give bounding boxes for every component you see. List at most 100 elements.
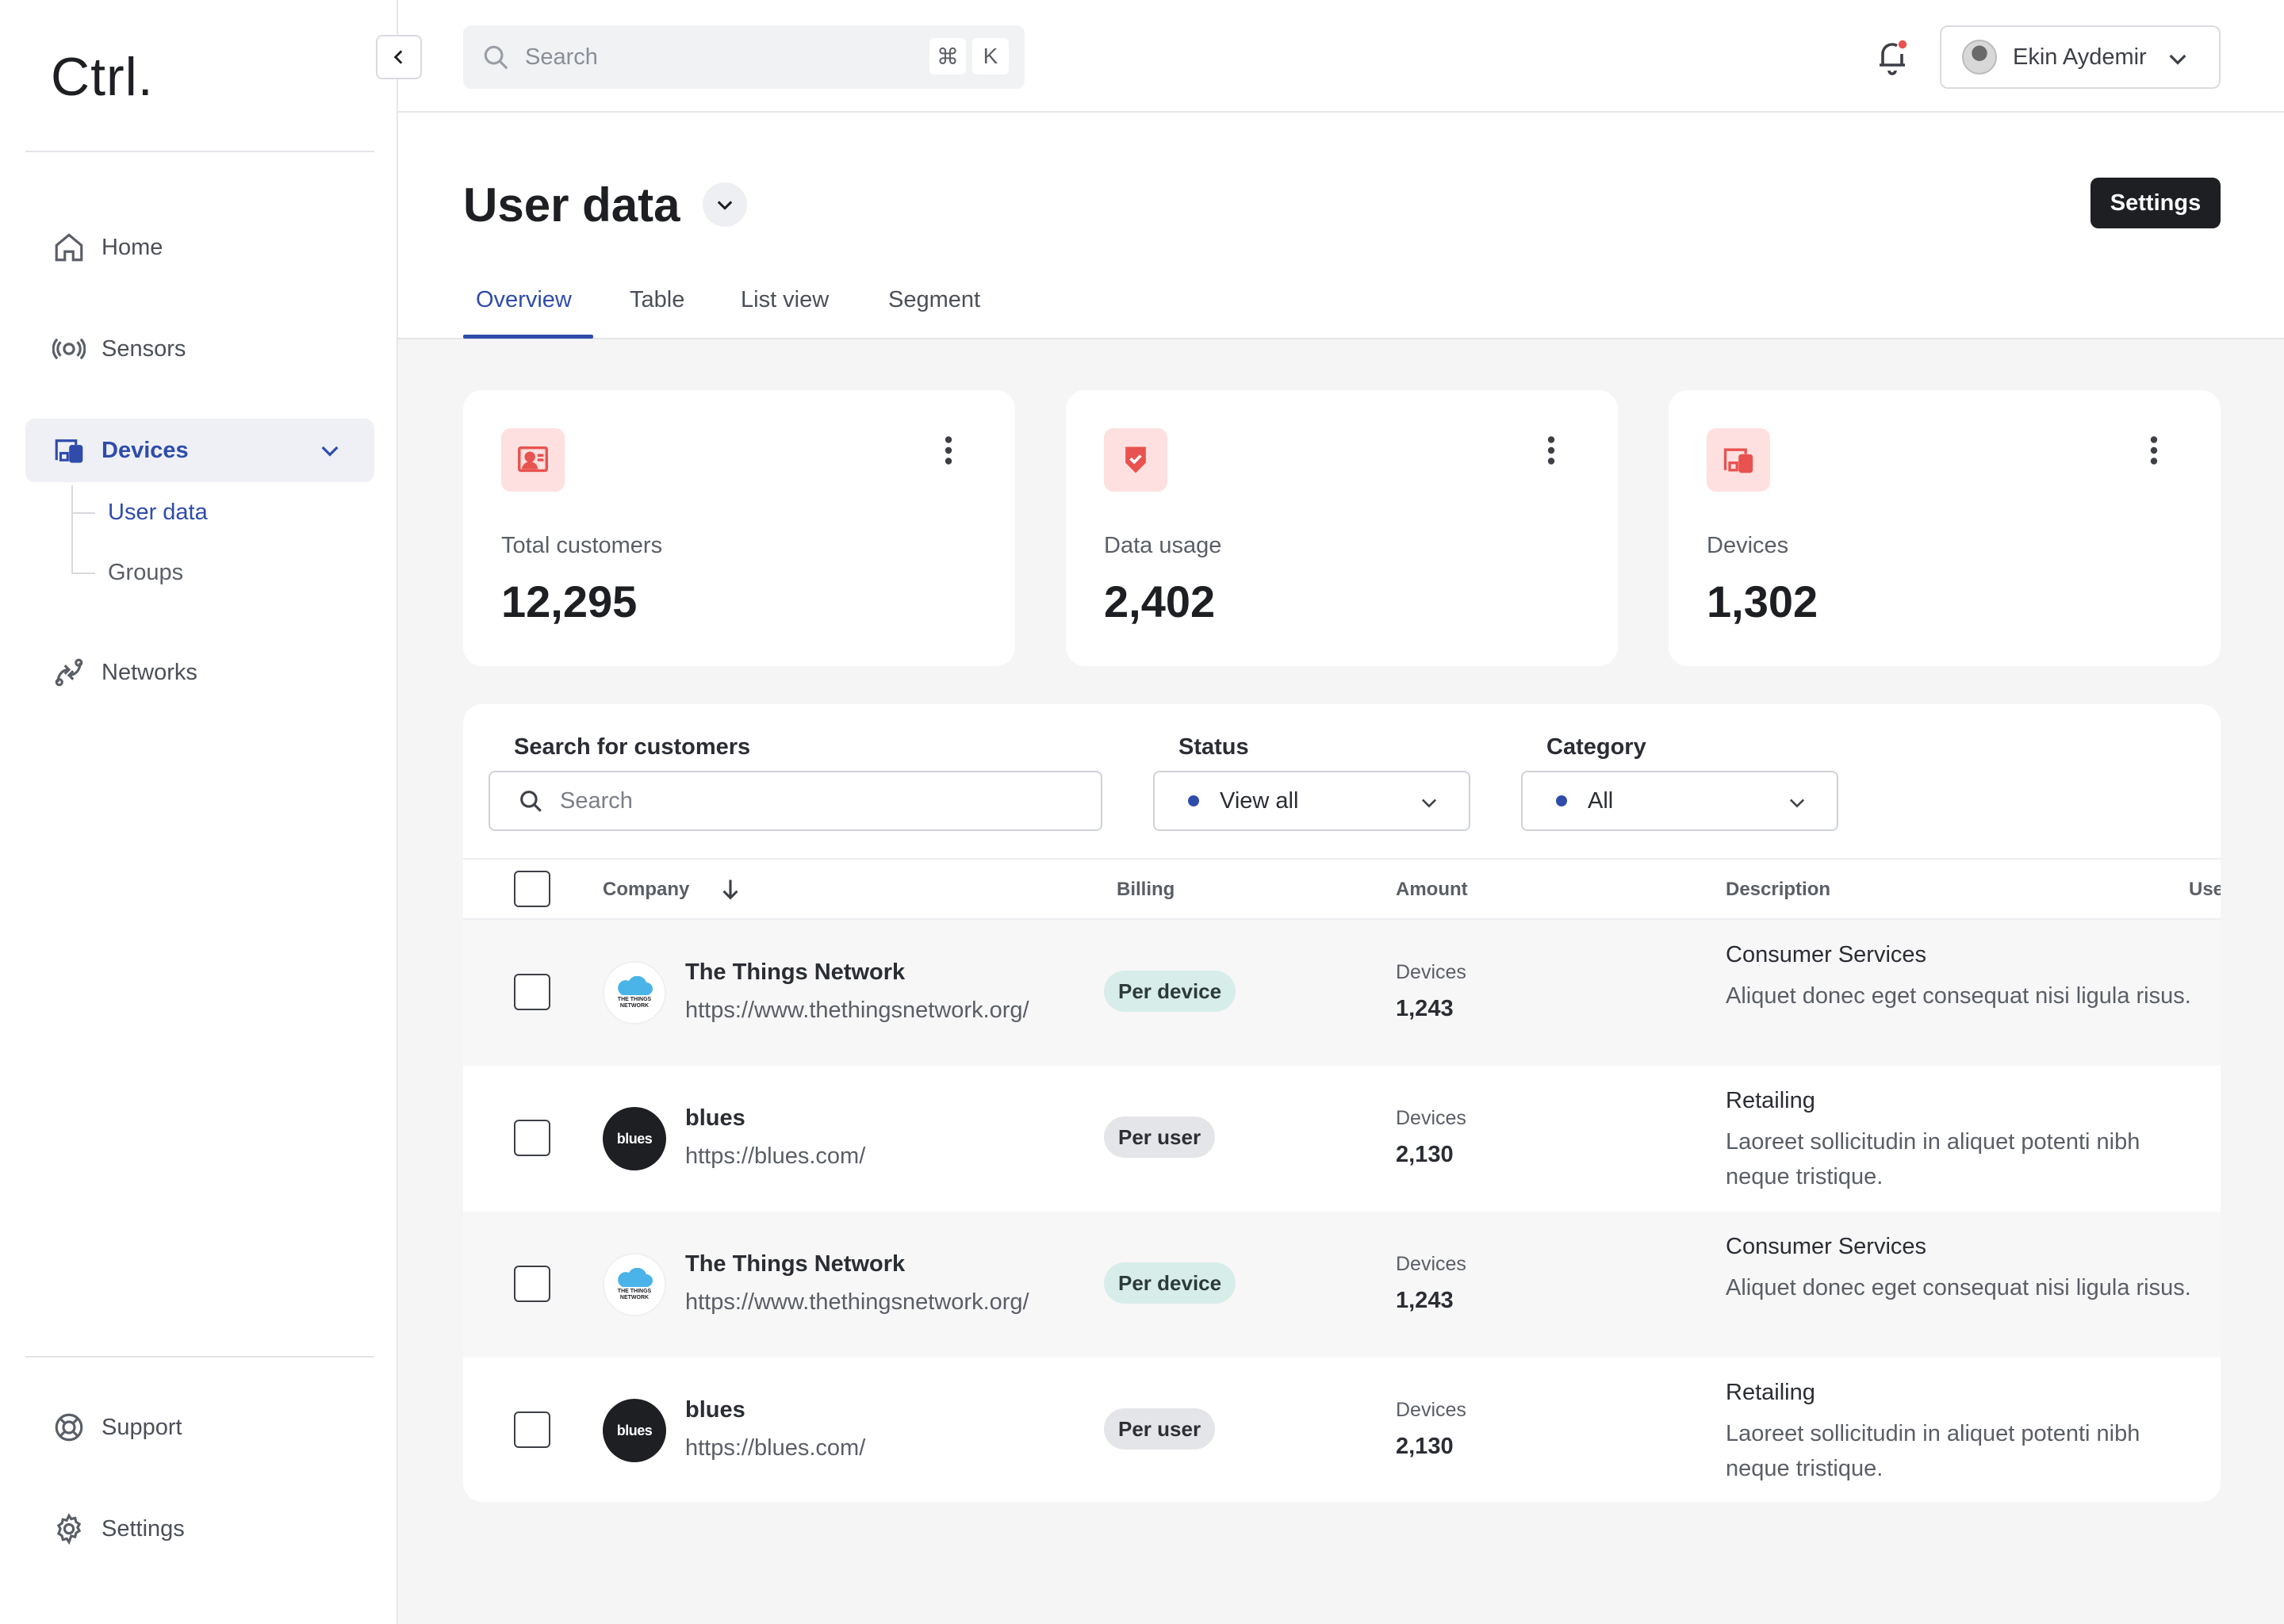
table-row[interactable]: THE THINGS NETWORK The Things Network ht… (463, 920, 2221, 1066)
description-text: Laoreet sollicitudin in aliquet potenti … (1726, 1421, 2140, 1481)
tab-overview[interactable]: Overview (476, 287, 572, 312)
column-amount[interactable]: Amount (1396, 879, 1468, 900)
stat-value: 2,402 (1104, 576, 1216, 626)
sort-arrow-down-icon[interactable] (717, 875, 744, 902)
table-row[interactable]: blues blues https://blues.com/ Per user … (463, 1066, 2221, 1212)
tab-table[interactable]: Table (630, 287, 685, 312)
chevron-down-icon (1421, 799, 1437, 808)
chevron-down-icon (717, 201, 733, 210)
status-select[interactable]: View all (1153, 771, 1470, 831)
status-label: Status (1178, 734, 1249, 760)
more-options-icon[interactable] (944, 436, 953, 465)
amount-label: Devices (1396, 1107, 1466, 1129)
company-url[interactable]: https://blues.com/ (685, 1435, 866, 1461)
tree-branch (71, 512, 95, 514)
chevron-left-icon (393, 50, 403, 64)
category-label: Category (1546, 734, 1646, 760)
shortcut-key-k: K (972, 38, 1009, 75)
sidebar-item-networks[interactable]: Networks (25, 641, 374, 704)
title-dropdown-button[interactable] (703, 182, 747, 227)
sidebar: Ctrl. Home Sensors Devices User data Gro… (0, 0, 398, 1624)
column-company[interactable]: Company (603, 879, 690, 900)
company-logo-ttn: THE THINGS NETWORK (603, 961, 666, 1025)
stat-value: 1,302 (1707, 576, 1818, 626)
column-users[interactable]: Use (2189, 879, 2221, 900)
table-header: Company Billing Amount Description Use (463, 858, 2221, 920)
sidebar-item-sensors[interactable]: Sensors (25, 317, 374, 381)
settings-button[interactable]: Settings (2090, 178, 2221, 228)
company-name: The Things Network (685, 1251, 906, 1277)
column-description[interactable]: Description (1726, 879, 1831, 900)
column-billing[interactable]: Billing (1117, 879, 1175, 900)
network-icon (55, 658, 83, 687)
category-dot (1556, 795, 1567, 806)
app-logo: Ctrl. (51, 47, 154, 107)
search-customers-label: Search for customers (514, 734, 751, 760)
collapse-sidebar-button[interactable] (376, 35, 422, 79)
description-title: Consumer Services (1726, 942, 1927, 967)
tab-list-view[interactable]: List view (741, 287, 830, 312)
sidebar-item-label: Support (102, 1414, 182, 1440)
company-url[interactable]: https://blues.com/ (685, 1143, 866, 1169)
status-value: View all (1220, 787, 1299, 814)
billing-badge: Per user (1104, 1408, 1216, 1450)
select-all-checkbox[interactable] (514, 871, 550, 907)
company-name: blues (685, 1397, 745, 1423)
sidebar-item-label: Sensors (102, 335, 186, 362)
row-checkbox[interactable] (514, 1266, 550, 1302)
description-text: Aliquet donec eget consequat nisi ligula… (1726, 983, 2191, 1009)
sidebar-subitem-groups[interactable]: Groups (108, 560, 184, 585)
customer-search-input[interactable]: Search (489, 771, 1102, 831)
sidebar-item-support[interactable]: Support (25, 1396, 374, 1459)
search-icon (484, 45, 508, 70)
notification-bell-icon[interactable] (1873, 36, 1911, 78)
description-title: Retailing (1726, 1380, 1815, 1405)
billing-badge: Per user (1104, 1116, 1216, 1158)
stat-card-total-customers: Total customers 12,295 (463, 390, 1015, 666)
category-value: All (1588, 787, 1614, 814)
row-checkbox[interactable] (514, 1411, 550, 1448)
chevron-down-icon[interactable] (317, 438, 343, 463)
table-row[interactable]: THE THINGS NETWORK The Things Network ht… (463, 1212, 2221, 1358)
tab-segment[interactable]: Segment (888, 287, 981, 312)
company-url[interactable]: https://www.thethingsnetwork.org/ (685, 1289, 1029, 1315)
chevron-down-icon (1789, 799, 1805, 808)
sidebar-item-home[interactable]: Home (25, 216, 374, 279)
table-row[interactable]: blues blues https://blues.com/ Per user … (463, 1358, 2221, 1502)
cloud-icon (618, 976, 653, 995)
row-checkbox[interactable] (514, 974, 550, 1010)
lifebuoy-icon (55, 1413, 83, 1442)
sidebar-item-label: Networks (102, 659, 197, 685)
amount-value: 2,130 (1396, 1142, 1454, 1167)
sidebar-item-label: Home (102, 234, 163, 260)
user-name: Ekin Aydemir (2013, 44, 2147, 70)
description-title: Retailing (1726, 1088, 1815, 1113)
company-name: blues (685, 1105, 745, 1131)
billing-badge: Per device (1104, 971, 1236, 1012)
description-text: Laoreet sollicitudin in aliquet potenti … (1726, 1129, 2140, 1189)
amount-value: 1,243 (1396, 996, 1454, 1021)
customer-icon (501, 428, 565, 492)
stat-card-devices: Devices 1,302 (1669, 390, 2221, 666)
company-logo-blues: blues (603, 1399, 666, 1462)
more-options-icon[interactable] (1546, 436, 1556, 465)
global-search-input[interactable]: Search ⌘ K (463, 25, 1025, 89)
search-placeholder: Search (560, 787, 633, 814)
category-select[interactable]: All (1521, 771, 1838, 831)
amount-label: Devices (1396, 1253, 1466, 1275)
user-menu-button[interactable]: Ekin Aydemir (1940, 25, 2221, 89)
devices-icon (1707, 428, 1770, 492)
home-icon (55, 233, 83, 262)
stat-label: Total customers (501, 533, 663, 558)
company-url[interactable]: https://www.thethingsnetwork.org/ (685, 998, 1029, 1023)
sidebar-subitem-user-data[interactable]: User data (108, 500, 208, 525)
sidebar-item-devices[interactable]: Devices (25, 419, 374, 482)
active-tab-indicator (463, 335, 593, 339)
company-logo-blues: blues (603, 1107, 666, 1170)
more-options-icon[interactable] (2149, 436, 2159, 465)
sidebar-item-settings[interactable]: Settings (25, 1497, 374, 1561)
cloud-icon (618, 1268, 653, 1287)
company-logo-ttn: THE THINGS NETWORK (603, 1253, 666, 1316)
row-checkbox[interactable] (514, 1120, 550, 1156)
tree-branch (71, 573, 95, 574)
